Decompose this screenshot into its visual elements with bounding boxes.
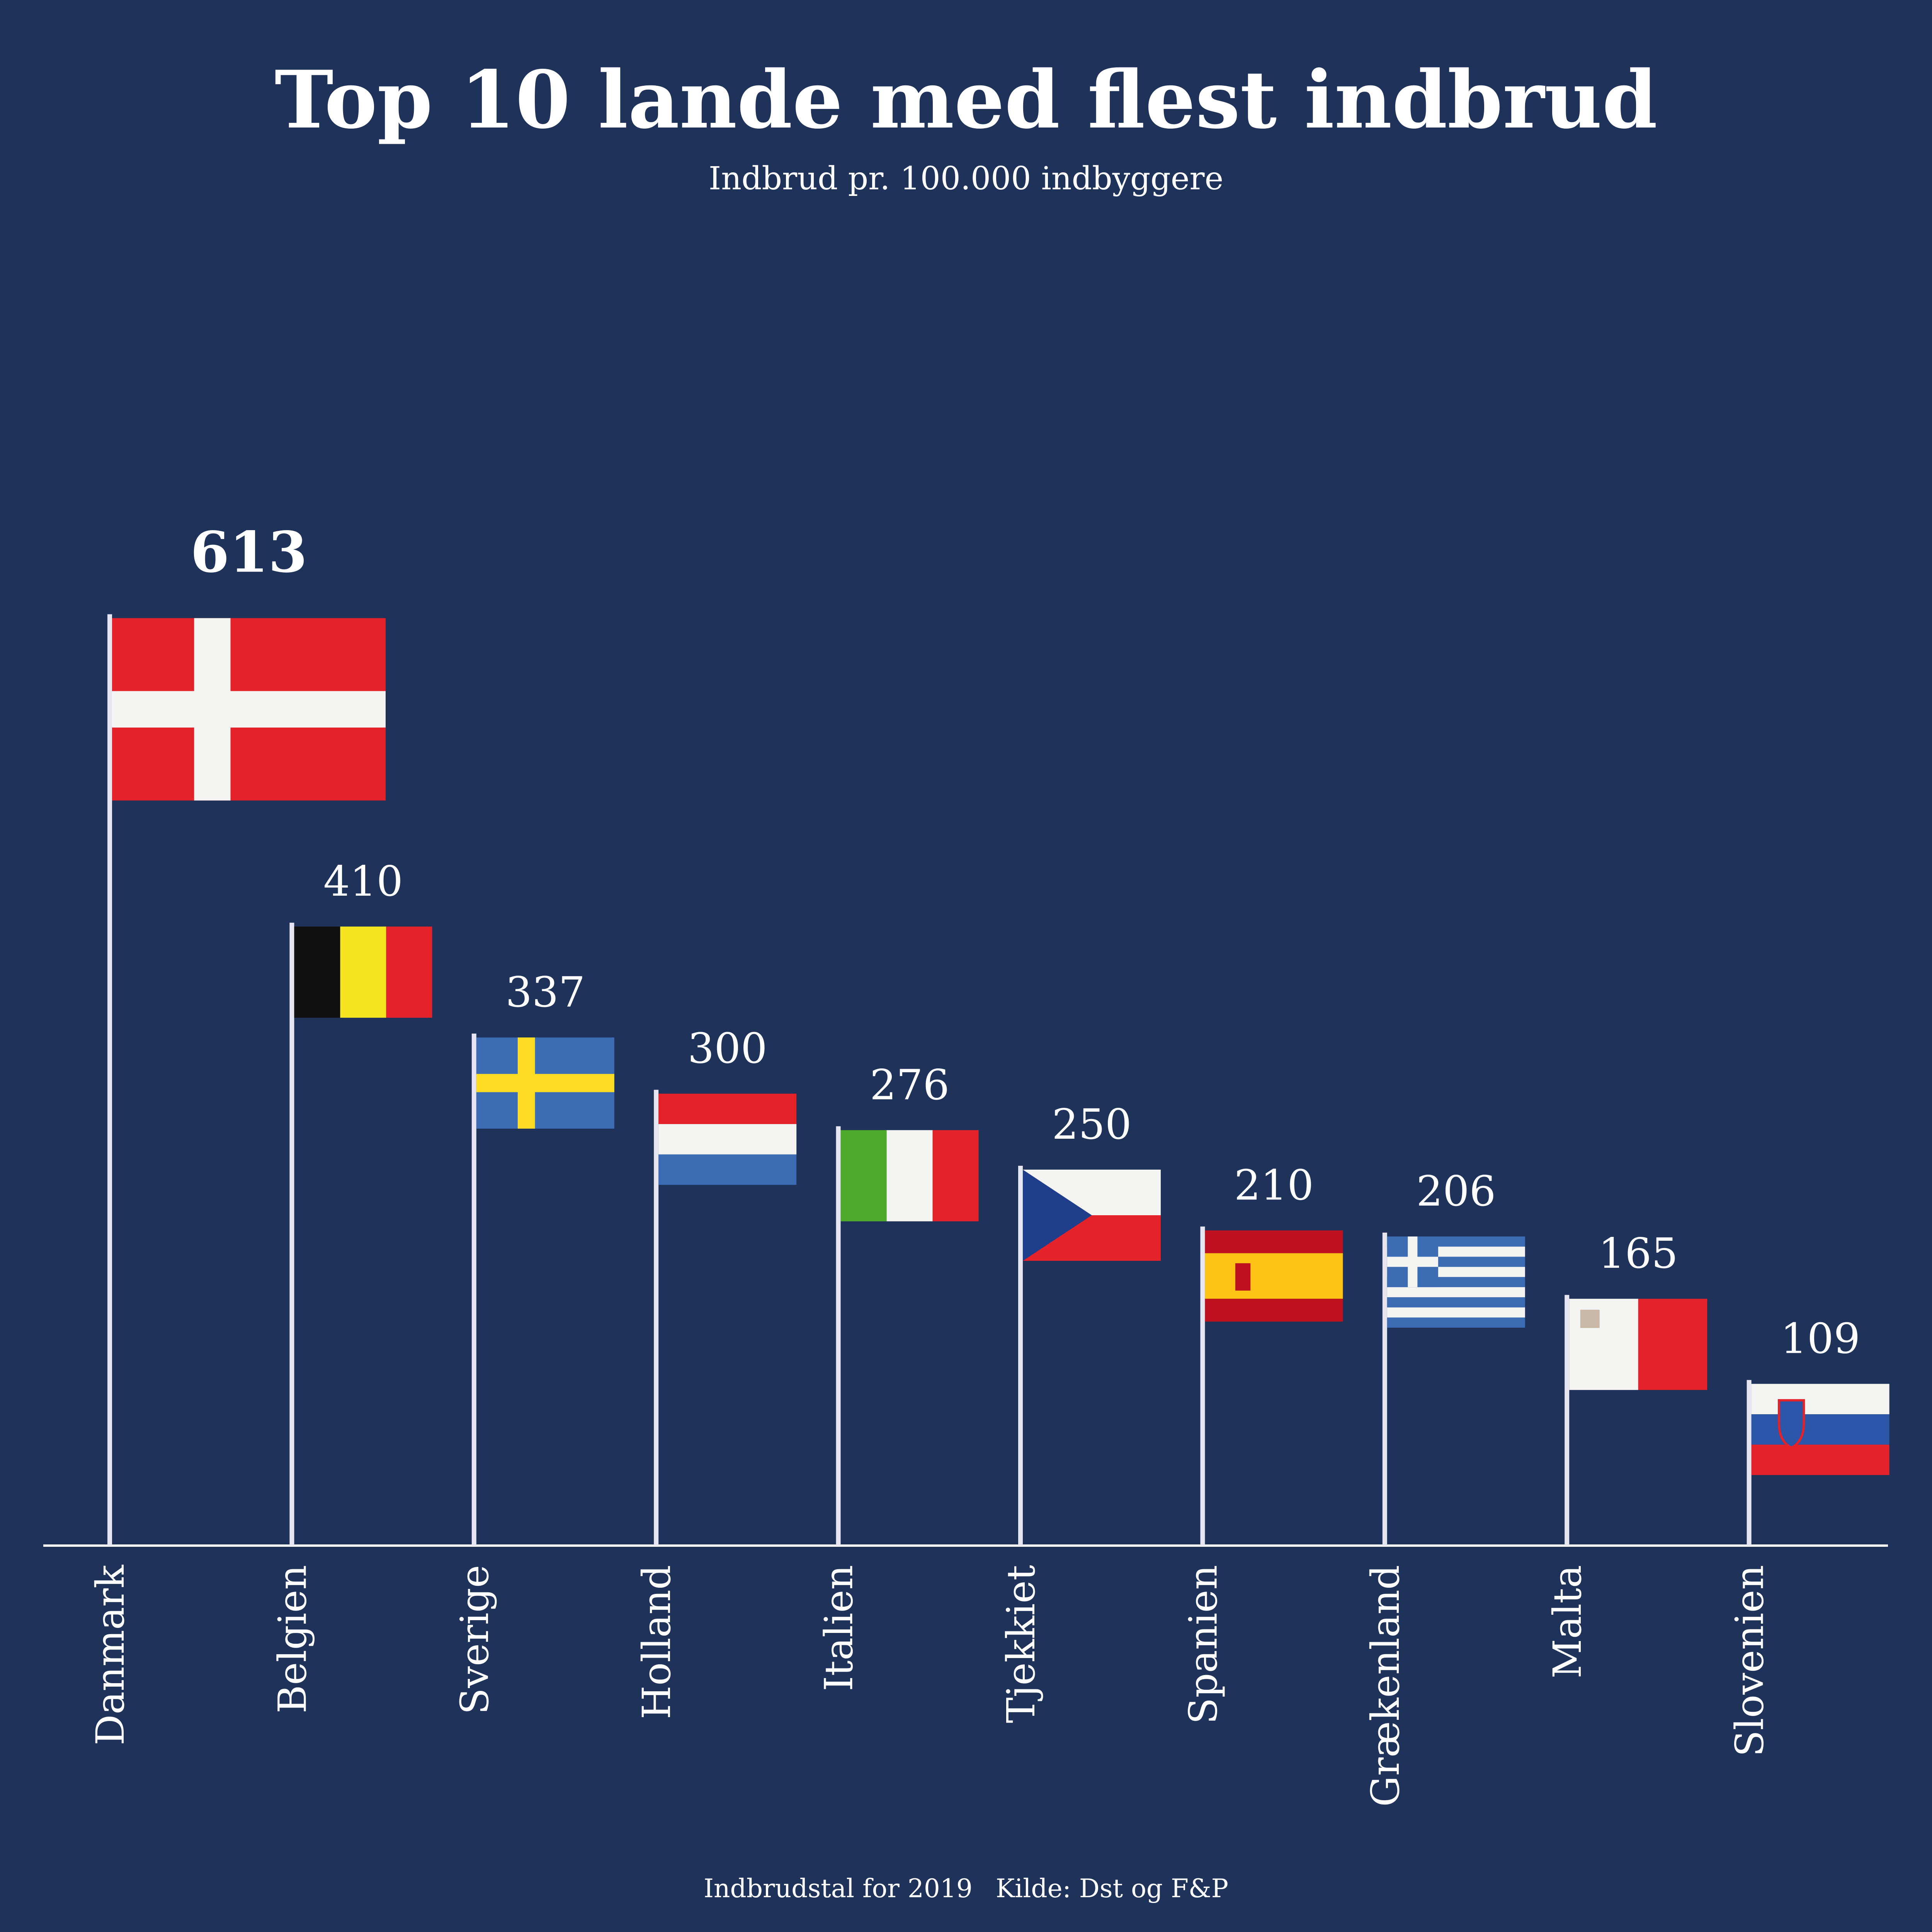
value-label: 210	[1234, 1161, 1314, 1209]
flag-poles: 613 Danmark 410 Belgien 337 Sverige 300 Holland…	[88, 520, 1889, 1807]
category-label: Italien	[816, 1565, 862, 1691]
footer: Indbrudstal for 2019 Kilde: Dst og F&P	[704, 1874, 1228, 1903]
flag-part	[658, 1154, 797, 1185]
flag-part	[1751, 1414, 1889, 1445]
flag-part	[1638, 1299, 1708, 1390]
malta-flag	[1569, 1299, 1708, 1390]
coat-of-arms-icon	[1778, 1399, 1805, 1449]
flag-part	[932, 1130, 979, 1221]
flag-part	[658, 1124, 797, 1155]
value-label: 206	[1416, 1167, 1496, 1216]
flag-part	[886, 1130, 933, 1221]
flag-bar-danmark: 613 Danmark	[88, 520, 386, 1745]
value-label: 613	[190, 520, 308, 585]
value-label: 300	[688, 1024, 767, 1073]
flag-part	[1387, 1317, 1525, 1328]
flag-part	[476, 1074, 614, 1092]
category-label: Holland	[634, 1565, 679, 1719]
flag-bar-grækenland: 206 Grækenland	[1363, 1167, 1525, 1807]
value-label: 410	[323, 857, 403, 906]
denmark-flag	[112, 618, 386, 801]
flag-bar-holland: 300 Holland	[634, 1024, 797, 1719]
flag-part	[1387, 1257, 1438, 1267]
italy-flag	[840, 1130, 979, 1221]
flag-part	[1205, 1299, 1343, 1322]
slovenia-flag	[1751, 1384, 1889, 1475]
category-label: Malta	[1545, 1565, 1590, 1679]
flag-bar-spanien: 210 Spanien	[1180, 1161, 1343, 1724]
footer-note: Indbrudstal for 2019	[704, 1874, 973, 1903]
flag-bar-italien: 276 Italien	[816, 1061, 979, 1691]
flag-part	[340, 926, 386, 1018]
category-label: Spanien	[1180, 1565, 1226, 1724]
george-cross-icon	[1580, 1310, 1600, 1328]
belgium-flag	[294, 926, 432, 1018]
flag-part	[1023, 1170, 1092, 1261]
category-label: Belgien	[270, 1565, 315, 1713]
category-label: Grækenland	[1363, 1565, 1408, 1807]
coat-of-arms-icon	[1235, 1263, 1251, 1291]
netherlands-flag	[658, 1094, 797, 1185]
footer-source: Kilde: Dst og F&P	[996, 1874, 1228, 1903]
flag-part	[840, 1130, 887, 1221]
flag-part	[658, 1094, 797, 1124]
category-label: Danmark	[88, 1565, 133, 1745]
flag-part	[1751, 1384, 1889, 1415]
flag-part	[1205, 1253, 1343, 1299]
category-label: Slovenien	[1727, 1565, 1772, 1757]
chart-subtitle: Indbrud pr. 100.000 indbyggere	[709, 160, 1223, 197]
value-label: 250	[1052, 1100, 1131, 1149]
spain-flag	[1205, 1230, 1343, 1322]
flag-part	[1387, 1287, 1525, 1298]
sweden-flag	[476, 1037, 614, 1129]
flag-bar-tjekkiet: 250 Tjekkiet	[998, 1100, 1161, 1723]
category-label: Tjekkiet	[998, 1565, 1044, 1723]
flag-part	[1569, 1299, 1638, 1390]
chart-title: Top 10 lande med flest indbrud	[275, 54, 1658, 146]
flag-part	[112, 691, 386, 728]
flag-bar-slovenien: 109 Slovenien	[1727, 1315, 1889, 1757]
flag-bar-sverige: 337 Sverige	[452, 968, 614, 1714]
flag-part	[1387, 1307, 1525, 1318]
value-label: 109	[1781, 1315, 1860, 1363]
flag-part	[1751, 1444, 1889, 1475]
category-label: Sverige	[452, 1565, 497, 1714]
flag-part	[1387, 1297, 1525, 1308]
flag-bar-belgien: 410 Belgien	[270, 857, 432, 1713]
czechia-flag	[1023, 1170, 1161, 1261]
value-label: 165	[1599, 1230, 1678, 1278]
flag-bar-malta: 165 Malta	[1545, 1230, 1708, 1679]
flag-part	[294, 926, 340, 1018]
value-label: 337	[505, 968, 585, 1017]
value-label: 276	[870, 1061, 949, 1109]
flag-part	[1205, 1230, 1343, 1253]
greece-flag	[1387, 1236, 1525, 1328]
flag-part	[386, 926, 432, 1018]
